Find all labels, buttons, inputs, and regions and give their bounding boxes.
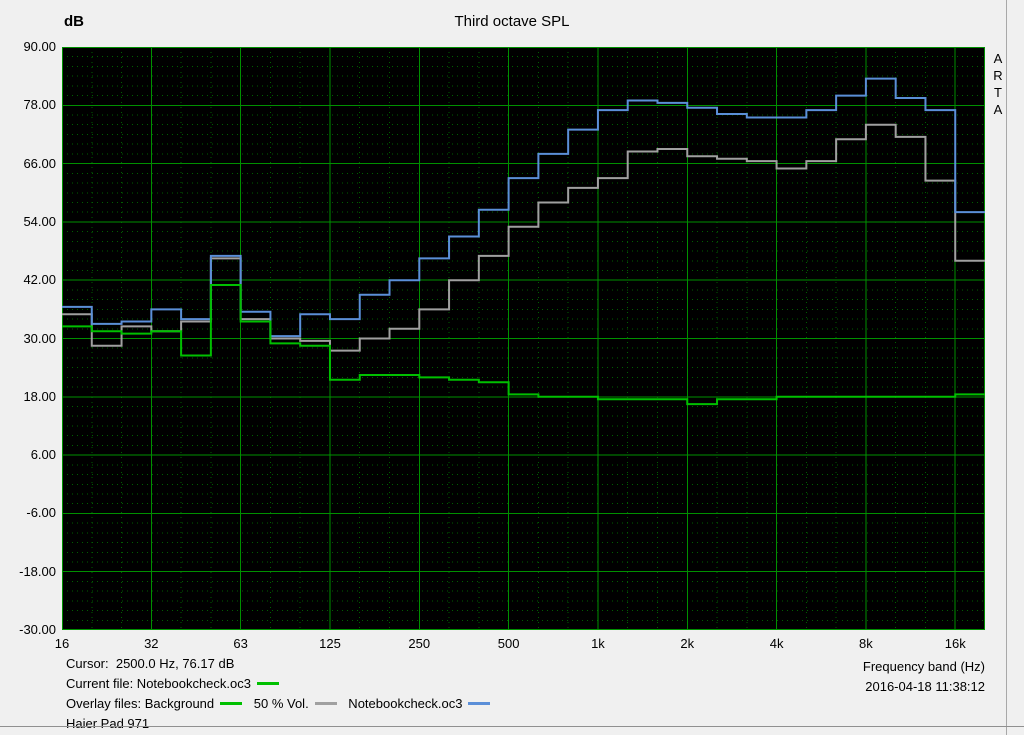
device-name-text: Haier Pad 971 [66,715,150,731]
current-file-label: Current file: Notebookcheck.oc3 [66,675,251,691]
overlay-color-swatch [220,701,243,705]
y-tick-label: -30.00 [19,622,56,637]
x-axis-title: Frequency band (Hz) [862,659,985,674]
y-tick-label: 66.00 [23,155,56,171]
y-tick-label: 42.00 [23,272,56,288]
cursor-text: Cursor: 2500.0 Hz, 76.17 dB [66,655,235,671]
y-axis-unit-label: dB [64,13,84,30]
y-tick-label: 6.00 [30,447,56,463]
overlay-color-swatch [468,701,491,705]
y-tick-label: 78.00 [23,97,56,113]
overlay-files-label: Overlay files: [66,695,142,711]
current-file-row: Current file: Notebookcheck.oc3 [66,675,287,691]
y-tick-label: 90.00 [23,39,56,54]
series-notebookcheck-oc3 [62,77,985,338]
arta-watermark-letter: A [993,51,1003,66]
x-tick-label: 32 [144,636,159,651]
x-tick-label: 250 [408,636,431,651]
x-tick-label: 125 [319,636,341,651]
x-tick-label: 2k [680,636,695,651]
device-name: Haier Pad 971 [66,715,149,731]
cursor-readout: Cursor: 2500.0 Hz, 76.17 dB [66,655,234,671]
x-tick-label: 500 [497,636,520,651]
window-bottom-edge [0,726,1024,727]
arta-watermark-letter: A [993,102,1003,117]
x-tick-label: 16 [54,636,70,651]
y-tick-label: 18.00 [23,388,56,404]
current-file-color-swatch [256,681,279,685]
overlay-file-label: Background [141,695,215,711]
chart-title: Third octave SPL [454,13,570,30]
x-tick-label: 1k [591,636,605,651]
overlay-color-swatch [314,701,337,705]
datetime-label: 2016-04-18 11:38:12 [865,679,985,694]
window-right-edge [1006,0,1007,735]
arta-watermark-letter: R [993,68,1003,83]
x-tick-label: 4k [769,636,784,651]
y-tick-label: 54.00 [23,213,56,229]
series-background [62,284,985,406]
y-tick-label: -18.00 [19,563,56,579]
x-tick-label: 63 [233,636,248,651]
overlay-files-row: Overlay files: Background 50 % Vol. Note… [66,695,498,711]
overlay-items: Background 50 % Vol. Notebookcheck.oc3 [141,696,498,711]
spl-plot[interactable] [62,47,985,630]
series-50-vol- [62,123,985,352]
y-tick-label: -6.00 [26,505,56,521]
y-tick-label: 30.00 [23,330,56,346]
overlay-file-label: 50 % Vol. [250,695,309,711]
x-tick-label: 8k [859,636,873,651]
overlay-file-label: Notebookcheck.oc3 [344,695,463,711]
arta-watermark-letter: T [994,85,1002,100]
x-tick-label: 16k [944,636,966,651]
